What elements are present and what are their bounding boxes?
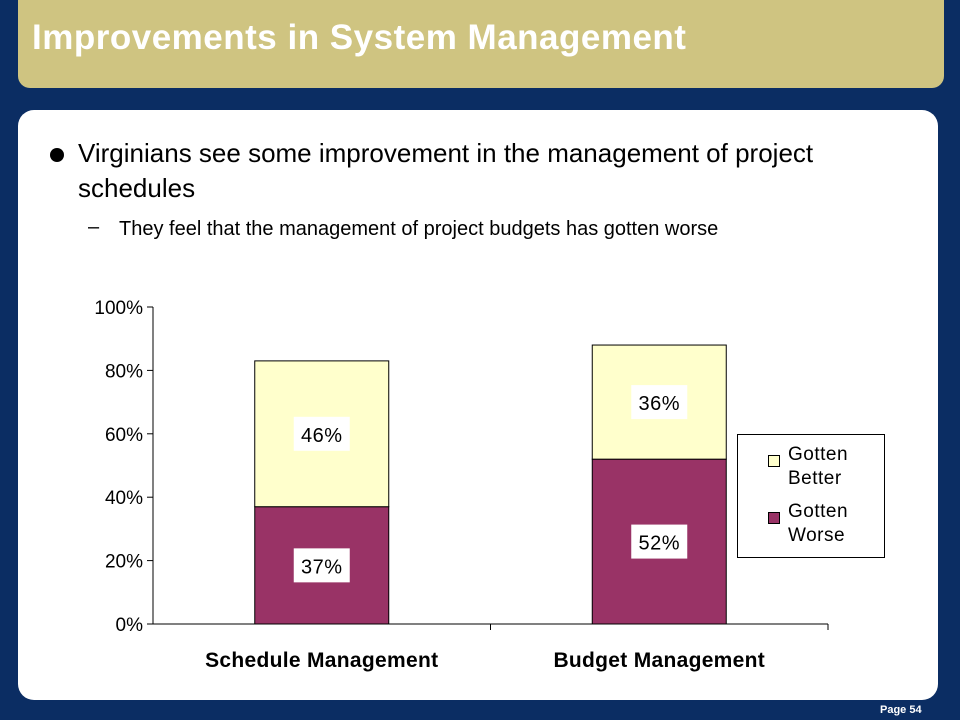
y-tick-label: 80% xyxy=(105,361,143,382)
y-tick-label: 60% xyxy=(105,425,143,446)
legend-swatch-gotten-worse xyxy=(768,512,780,524)
data-label-gotten-worse-schedule-management: 37% xyxy=(301,556,343,578)
y-tick-label: 100% xyxy=(94,298,143,319)
bullet-dot-icon xyxy=(50,148,64,162)
data-label-gotten-better-budget-management: 36% xyxy=(638,393,680,415)
data-label-box xyxy=(631,385,688,420)
y-tick-label: 40% xyxy=(105,488,143,509)
y-tick-label: 0% xyxy=(116,615,144,636)
sub-bullet-text: They feel that the management of project… xyxy=(119,218,719,240)
x-category-label: Budget Management xyxy=(553,649,765,672)
legend-label-gotten-worse: Gotten Worse xyxy=(788,501,849,546)
page-number: Page 54 xyxy=(880,704,922,716)
content-panel xyxy=(18,110,938,700)
chart-legend: Gotten Better Gotten Worse xyxy=(737,434,885,558)
data-label-box xyxy=(631,524,688,559)
data-label-gotten-worse-budget-management: 52% xyxy=(638,533,680,555)
data-label-gotten-better-schedule-management: 46% xyxy=(301,425,343,447)
title-bar: Improvements in System Management xyxy=(18,0,944,88)
main-bullet-text: Virginians see some improvement in the m… xyxy=(78,138,814,203)
sub-bullet-dash: – xyxy=(88,216,100,238)
data-label-box xyxy=(293,416,350,451)
legend-swatch-gotten-better xyxy=(768,455,780,467)
y-tick-label: 20% xyxy=(105,552,143,573)
data-label-box xyxy=(293,548,350,583)
legend-label-gotten-better: Gotten Better xyxy=(788,444,849,489)
x-category-label: Schedule Management xyxy=(205,649,438,672)
slide-title: Improvements in System Management xyxy=(32,18,687,57)
